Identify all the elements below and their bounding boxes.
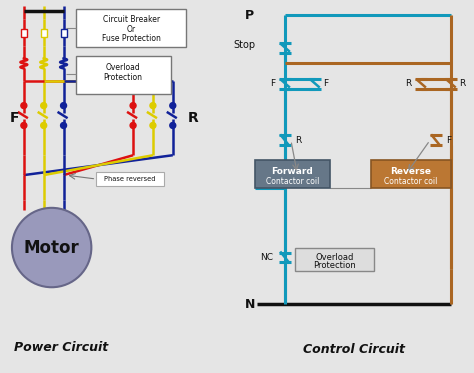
Text: Power Circuit: Power Circuit bbox=[15, 341, 109, 354]
Text: Forward: Forward bbox=[272, 167, 313, 176]
FancyBboxPatch shape bbox=[255, 160, 329, 188]
Circle shape bbox=[150, 103, 156, 109]
Text: P: P bbox=[245, 9, 255, 22]
Circle shape bbox=[170, 122, 176, 128]
Text: Fuse Protection: Fuse Protection bbox=[101, 34, 161, 43]
Text: Protection: Protection bbox=[313, 261, 356, 270]
Text: R: R bbox=[405, 79, 411, 88]
Text: Circuit Breaker: Circuit Breaker bbox=[102, 15, 160, 24]
Text: Control Circuit: Control Circuit bbox=[303, 343, 405, 356]
Text: R: R bbox=[188, 110, 199, 125]
Circle shape bbox=[61, 103, 66, 109]
Text: Protection: Protection bbox=[104, 73, 143, 82]
Text: Contactor coil: Contactor coil bbox=[266, 177, 319, 186]
FancyBboxPatch shape bbox=[295, 248, 374, 272]
Circle shape bbox=[41, 103, 47, 109]
FancyBboxPatch shape bbox=[76, 56, 171, 94]
Text: F: F bbox=[446, 136, 451, 145]
Text: F: F bbox=[323, 79, 328, 88]
Text: Overload: Overload bbox=[315, 253, 354, 261]
Circle shape bbox=[130, 122, 136, 128]
Text: NC: NC bbox=[260, 253, 273, 262]
FancyBboxPatch shape bbox=[21, 29, 27, 37]
FancyBboxPatch shape bbox=[76, 9, 186, 47]
Text: R: R bbox=[295, 136, 301, 145]
Text: F: F bbox=[270, 79, 275, 88]
Text: Contactor coil: Contactor coil bbox=[384, 177, 438, 186]
Circle shape bbox=[170, 103, 176, 109]
Text: N: N bbox=[245, 298, 255, 311]
FancyBboxPatch shape bbox=[61, 29, 66, 37]
Text: Or: Or bbox=[127, 25, 136, 34]
Text: Reverse: Reverse bbox=[391, 167, 431, 176]
Circle shape bbox=[41, 122, 47, 128]
Text: Phase reversed: Phase reversed bbox=[104, 176, 156, 182]
Text: Motor: Motor bbox=[24, 239, 80, 257]
Circle shape bbox=[21, 122, 27, 128]
Circle shape bbox=[21, 103, 27, 109]
Text: F: F bbox=[10, 110, 19, 125]
Text: Stop: Stop bbox=[233, 40, 255, 50]
FancyBboxPatch shape bbox=[96, 172, 164, 186]
Text: Overload: Overload bbox=[106, 63, 140, 72]
FancyBboxPatch shape bbox=[41, 29, 47, 37]
Circle shape bbox=[12, 208, 91, 287]
Circle shape bbox=[61, 122, 66, 128]
Text: R: R bbox=[459, 79, 465, 88]
FancyBboxPatch shape bbox=[371, 160, 451, 188]
Circle shape bbox=[130, 103, 136, 109]
Circle shape bbox=[150, 122, 156, 128]
